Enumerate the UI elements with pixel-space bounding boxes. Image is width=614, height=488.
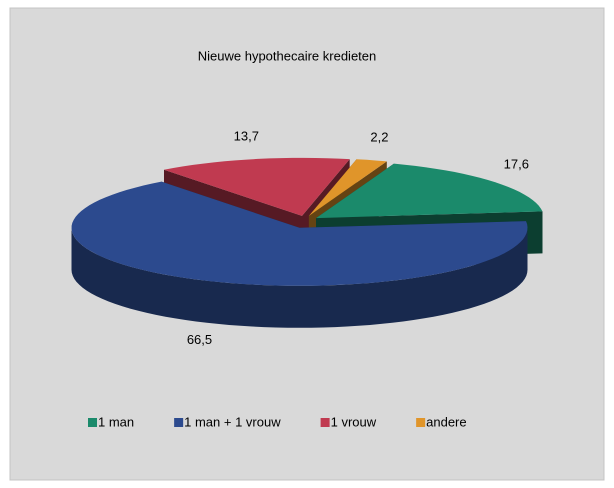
slice-side [71, 227, 528, 328]
legend-swatch [320, 418, 330, 427]
data-label: 66,5 [187, 332, 212, 347]
legend-label: 1 man [98, 414, 134, 429]
legend-swatch [416, 418, 426, 427]
legend-label: 1 man + 1 vrouw [184, 414, 281, 429]
data-label: 13,7 [234, 129, 259, 144]
slice-top [308, 159, 387, 216]
legend-label: 1 vrouw [331, 414, 377, 429]
legend-label: andere [426, 414, 466, 429]
chart-title: Nieuwe hypothecaire kredieten [198, 48, 377, 63]
data-label: 17,6 [504, 157, 529, 172]
legend-swatch [174, 418, 184, 427]
slice-top [71, 181, 528, 286]
slice [71, 181, 528, 328]
slice-top [316, 163, 543, 219]
legend-swatch [88, 418, 97, 427]
slice-top [164, 157, 350, 216]
data-label: 2,2 [370, 130, 388, 145]
